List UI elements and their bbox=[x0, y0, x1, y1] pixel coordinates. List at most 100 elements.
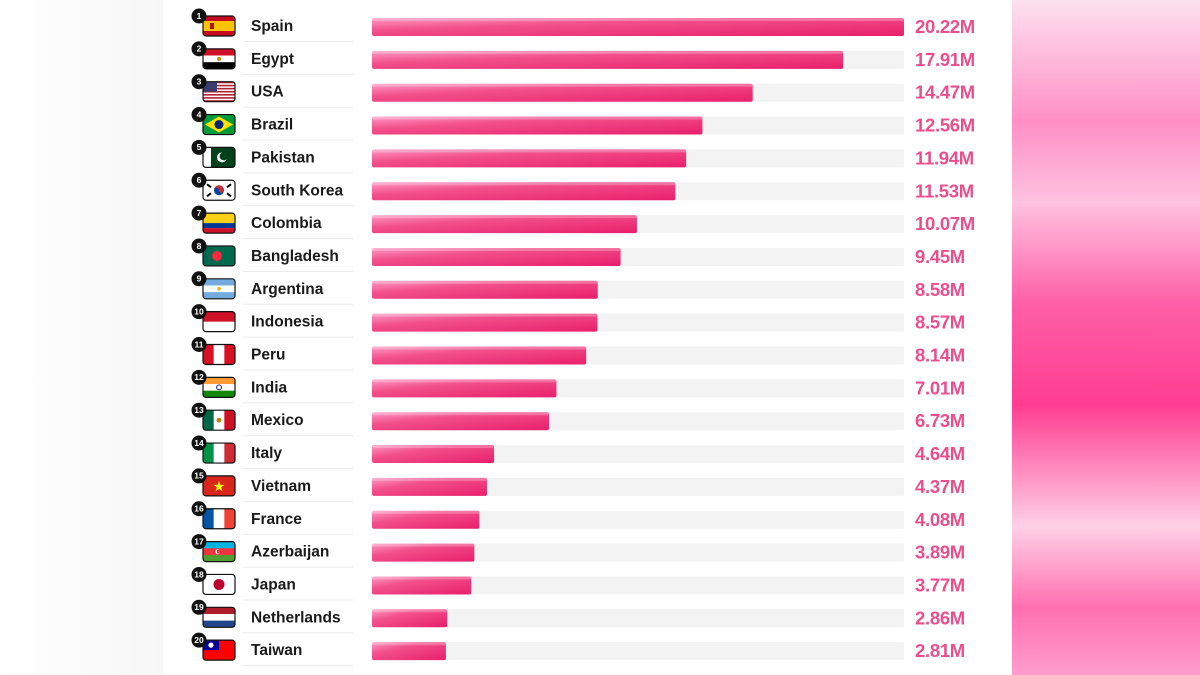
bar-highlight bbox=[372, 379, 557, 383]
bar-highlight bbox=[372, 18, 904, 21]
rank-label: 20 bbox=[194, 635, 204, 645]
chart-row: 12 India 7.01M bbox=[191, 369, 965, 404]
country-label: Peru bbox=[251, 347, 285, 364]
bar bbox=[372, 18, 904, 36]
chart-row: 16 France 4.08M bbox=[191, 501, 965, 535]
rank-badge: 19 bbox=[191, 599, 207, 615]
chart-row: 15 Vietnam 4.37M bbox=[191, 468, 965, 502]
rank-label: 18 bbox=[194, 569, 204, 579]
bar-highlight bbox=[372, 445, 495, 449]
rank-label: 4 bbox=[197, 109, 202, 119]
rank-label: 11 bbox=[195, 339, 204, 349]
bar-highlight bbox=[372, 83, 753, 87]
bar-highlight bbox=[372, 313, 598, 317]
rank-label: 15 bbox=[194, 471, 204, 481]
rank-badge: 3 bbox=[191, 74, 207, 90]
value-label: 11.53M bbox=[915, 180, 974, 201]
bar bbox=[372, 313, 598, 332]
bar-highlight bbox=[372, 149, 687, 153]
country-label: Indonesia bbox=[251, 314, 324, 331]
value-label: 8.58M bbox=[915, 279, 965, 300]
bar-highlight bbox=[372, 642, 446, 646]
bar-highlight bbox=[372, 50, 844, 54]
bar bbox=[372, 215, 637, 234]
country-label: Egypt bbox=[251, 51, 294, 68]
rank-badge: 10 bbox=[191, 304, 207, 320]
chart-row: 13 Mexico 6.73M bbox=[191, 402, 965, 437]
bar bbox=[372, 280, 598, 299]
country-label: Japan bbox=[251, 576, 296, 593]
value-label: 7.01M bbox=[915, 377, 965, 398]
country-label: India bbox=[251, 379, 288, 396]
bar-highlight bbox=[372, 510, 480, 514]
value-label: 2.81M bbox=[915, 640, 965, 661]
bar-track bbox=[372, 642, 904, 661]
bar-highlight bbox=[372, 412, 550, 416]
value-label: 6.73M bbox=[915, 410, 965, 431]
bar-track bbox=[372, 576, 904, 595]
value-label: 9.45M bbox=[915, 246, 965, 267]
chart-svg: 1 Spain 20.22M 2 Egypt 17.91M 3 USA 14.47M 4 Brazi… bbox=[191, 8, 975, 667]
value-label: 4.08M bbox=[915, 509, 965, 530]
bar-highlight bbox=[372, 182, 676, 186]
rank-label: 3 bbox=[197, 77, 202, 87]
rank-label: 14 bbox=[194, 438, 204, 448]
bar bbox=[372, 609, 448, 628]
bar bbox=[372, 510, 480, 529]
rank-label: 17 bbox=[194, 536, 204, 546]
chart-row: 5 Pakistan 11.94M bbox=[191, 139, 974, 174]
country-label: France bbox=[251, 511, 302, 528]
value-label: 20.22M bbox=[915, 16, 975, 37]
chart-row: 18 Japan 3.77M bbox=[191, 566, 965, 601]
bar-highlight bbox=[372, 609, 448, 613]
value-label: 3.77M bbox=[915, 574, 965, 595]
rank-label: 7 bbox=[197, 208, 202, 218]
rank-label: 10 bbox=[194, 306, 204, 316]
rank-badge: 13 bbox=[191, 402, 207, 418]
chart-row: 14 Italy 4.64M bbox=[191, 435, 965, 470]
rank-label: 6 bbox=[197, 175, 202, 185]
bar bbox=[372, 116, 703, 135]
bar bbox=[372, 346, 587, 365]
rank-label: 8 bbox=[197, 241, 202, 251]
left-margin bbox=[0, 0, 163, 675]
chart-row: 19 Netherlands 2.86M bbox=[191, 599, 965, 634]
rank-label: 13 bbox=[194, 405, 204, 415]
country-label: Bangladesh bbox=[251, 248, 339, 265]
country-label: USA bbox=[251, 84, 284, 101]
country-label: Italy bbox=[251, 445, 282, 462]
country-label: Vietnam bbox=[251, 478, 311, 495]
italy-flag-icon bbox=[202, 442, 236, 464]
pakistan-flag-icon bbox=[202, 146, 236, 168]
country-label: Argentina bbox=[251, 281, 324, 298]
netherlands-flag-icon bbox=[202, 606, 236, 628]
rank-badge: 8 bbox=[191, 238, 207, 254]
chart-row: 2 Egypt 17.91M bbox=[191, 41, 975, 75]
chart-row: 6 South Korea 11.53M bbox=[191, 172, 974, 207]
country-bar-chart: 1 Spain 20.22M 2 Egypt 17.91M 3 USA 14.47M 4 Brazi… bbox=[163, 0, 1012, 675]
value-label: 8.14M bbox=[915, 345, 965, 366]
bar bbox=[372, 247, 621, 266]
country-label: Pakistan bbox=[251, 149, 315, 166]
rank-label: 1 bbox=[197, 11, 202, 21]
rank-badge: 1 bbox=[191, 8, 207, 24]
bar-track bbox=[372, 477, 904, 496]
value-label: 14.47M bbox=[915, 82, 975, 103]
rank-badge: 12 bbox=[191, 369, 207, 385]
brazil-flag-icon bbox=[202, 113, 236, 136]
bar bbox=[372, 642, 446, 661]
country-label: Colombia bbox=[251, 215, 322, 232]
argentina-flag-icon bbox=[202, 278, 236, 300]
bar-track bbox=[372, 510, 904, 529]
south-korea-flag-icon bbox=[202, 179, 236, 201]
bar-highlight bbox=[372, 576, 472, 580]
chart-row: 9 Argentina 8.58M bbox=[191, 271, 965, 305]
value-label: 11.94M bbox=[915, 147, 974, 168]
rank-badge: 7 bbox=[191, 205, 207, 221]
bar bbox=[372, 83, 753, 102]
rank-badge: 14 bbox=[191, 435, 207, 451]
usa-flag-icon bbox=[202, 81, 236, 103]
right-decorative-gradient bbox=[1012, 0, 1200, 675]
bar-highlight bbox=[372, 280, 598, 284]
bangladesh-flag-icon bbox=[202, 245, 236, 267]
